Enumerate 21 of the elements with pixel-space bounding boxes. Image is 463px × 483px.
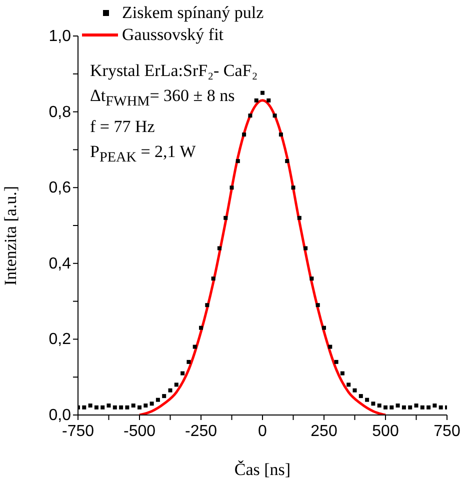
legend-label: Gaussovský fit	[122, 24, 224, 46]
y-axis-title: Intenzita [a.u.]	[1, 186, 20, 286]
y-tick-label: 1,0	[48, 28, 72, 45]
y-tick-label: 0,0	[48, 407, 72, 424]
x-tick-label: 0	[258, 423, 268, 440]
legend-label: Ziskem spínaný pulz	[122, 2, 264, 24]
y-tick-label: 0,6	[48, 180, 72, 197]
y-tick-label: 0,8	[48, 104, 72, 121]
x-tick-label: 250	[310, 423, 338, 440]
x-tick-label: -250	[184, 423, 218, 440]
x-tick-label: -500	[123, 423, 156, 440]
x-axis-title: Čas [ns]	[234, 460, 291, 479]
text: Δt$_{FWHM}$= 360 ± 8 ns	[90, 86, 235, 110]
x-tick-label: -750	[62, 423, 94, 440]
y-tick-label: 0,4	[48, 255, 72, 272]
text: f = 77 Hz	[90, 117, 155, 136]
y-tick-label: 0,2	[48, 331, 72, 348]
x-tick-label: 750	[434, 423, 460, 440]
text: P$_{PEAK}$ = 2,1 W	[90, 142, 196, 166]
text: Krystal ErLa:SrF₂- CaF₂	[90, 61, 258, 80]
x-tick-label: 500	[372, 423, 399, 440]
